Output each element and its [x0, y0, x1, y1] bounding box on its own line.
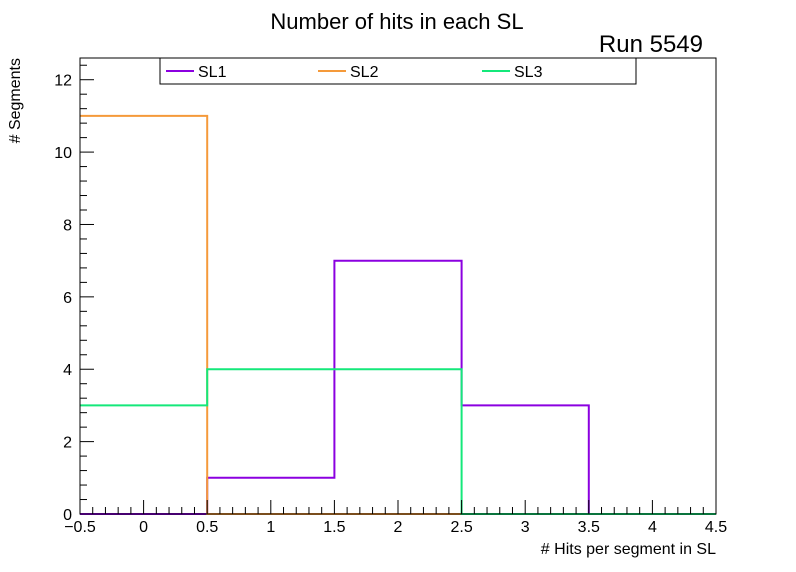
legend-label-sl3: SL3 [514, 64, 543, 81]
x-tick-label: −0.5 [64, 519, 96, 536]
legend-label-sl1: SL1 [198, 64, 227, 81]
y-tick-label: 2 [63, 435, 72, 452]
y-tick-label: 0 [63, 507, 72, 524]
y-tick-label: 12 [54, 73, 72, 90]
y-tick-label: 6 [63, 290, 72, 307]
y-tick-label: 4 [63, 362, 72, 379]
x-tick-label: 2.5 [450, 519, 472, 536]
x-axis-label: # Hits per segment in SL [541, 541, 716, 558]
x-tick-label: 0.5 [196, 519, 218, 536]
x-tick-label: 4 [648, 519, 657, 536]
x-tick-label: 3 [521, 519, 530, 536]
y-tick-label: 8 [63, 217, 72, 234]
x-tick-label: 3.5 [578, 519, 600, 536]
run-label: Run 5549 [599, 31, 703, 58]
legend-label-sl2: SL2 [350, 64, 379, 81]
x-tick-label: 1.5 [323, 519, 345, 536]
y-axis-label: # Segments [7, 58, 24, 143]
x-tick-label: 4.5 [705, 519, 727, 536]
y-tick-label: 10 [54, 145, 72, 162]
x-tick-label: 2 [394, 519, 403, 536]
y-axis: 0 2 4 6 8 10 12 [54, 64, 94, 524]
legend-box [159, 57, 637, 85]
x-tick-label: 1 [266, 519, 275, 536]
legend: SL1 SL2 SL3 [159, 57, 637, 85]
x-tick-label: 0 [139, 519, 148, 536]
chart-title: Number of hits in each SL [270, 9, 523, 34]
x-axis: −0.5 0 0.5 1 1.5 2 2.5 3 3.5 4 4.5 [64, 500, 727, 536]
